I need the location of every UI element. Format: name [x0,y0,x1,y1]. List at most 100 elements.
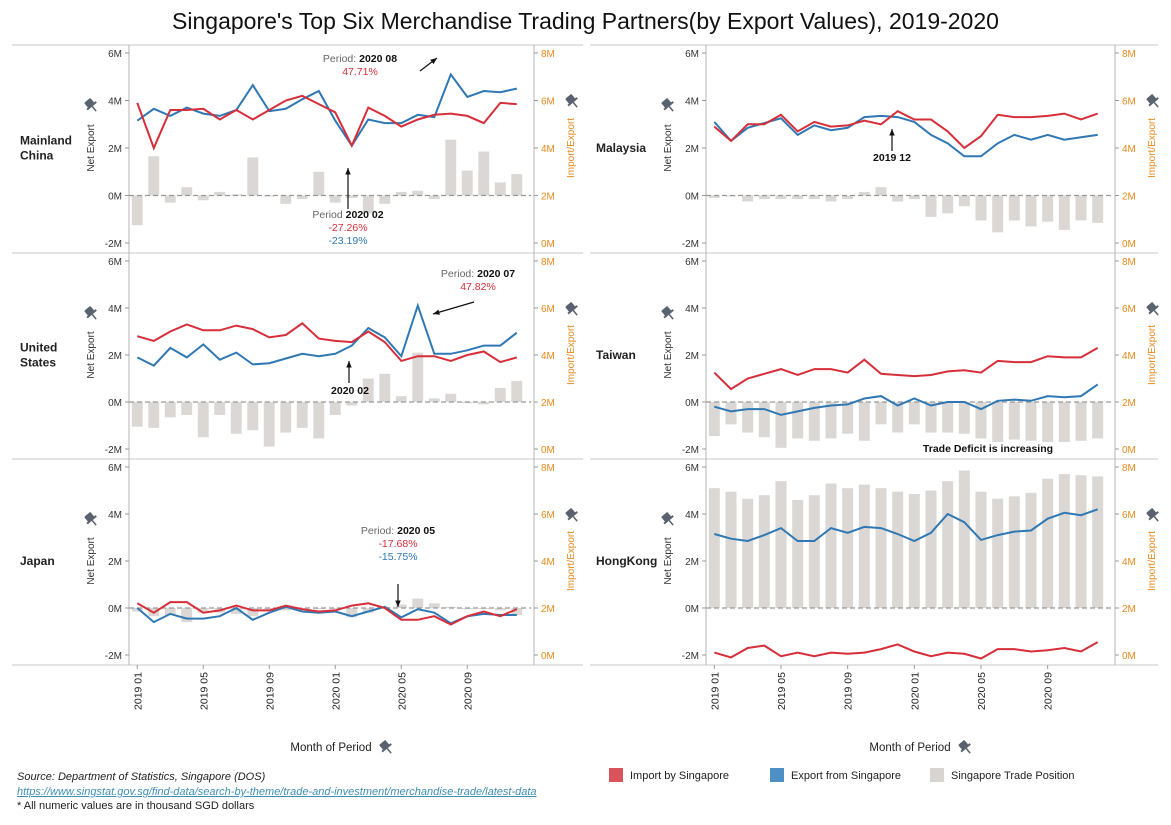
net-bar-7 [808,402,820,441]
net-bar-5 [775,195,787,200]
net-bar-10 [858,484,870,608]
net-bar-3 [164,195,176,203]
net-bar-20 [1025,492,1037,608]
left-tick-label: 0M [108,192,122,203]
export-line [136,72,518,148]
export-line [714,383,1099,416]
net-bar-22 [478,402,490,405]
left-axis-pin-icon[interactable] [83,305,101,323]
right-tick-label: 2M [1122,604,1136,615]
net-bar-1 [131,195,143,226]
x-axis-pin-icon[interactable] [957,739,975,757]
net-bar-5 [775,481,787,608]
right-axis-pin-icon[interactable] [1145,507,1163,525]
left-tick-label: 2M [108,144,122,155]
right-tick-label: 4M [541,144,555,155]
net-bar-21 [1042,478,1054,608]
right-tick-label: 0M [1122,651,1136,662]
annotation-value: -27.26% [328,222,367,234]
net-bar-9 [842,402,854,434]
panel-label: States [20,356,56,370]
net-bar-13 [908,195,920,200]
net-bar-17 [395,191,407,196]
left-axis-pin-icon[interactable] [660,97,678,115]
left-axis-title: Net Export [86,331,97,378]
annotation-value: 47.71% [342,66,378,78]
left-tick-label: 4M [108,304,122,315]
net-bar-17 [975,402,987,439]
net-bar-22 [1058,195,1070,230]
right-tick-label: 0M [1122,239,1136,250]
net-bar-6 [792,499,804,608]
net-bar-22 [1058,474,1070,608]
annotation-period: Period: 2020 07 [441,268,515,280]
right-tick-label: 4M [1122,351,1136,362]
net-bar-19 [1008,496,1020,608]
left-tick-label: 0M [685,192,699,203]
left-tick-label: -2M [682,445,699,456]
net-bar-1 [131,608,143,612]
net-bar-17 [975,195,987,221]
source-link[interactable]: https://www.singstat.gov.sg/find-data/se… [17,786,537,798]
net-bar-11 [296,195,308,200]
right-axis-pin-icon[interactable] [564,301,582,319]
legend-item-export: Export from Singapore [770,768,901,782]
right-tick-label: 2M [541,604,555,615]
net-bar-4 [181,608,193,623]
net-bar-5 [775,402,787,448]
left-tick-label: 6M [108,257,122,268]
net-bar-6 [214,402,226,415]
left-tick-label: 4M [685,510,699,521]
net-bar-11 [875,488,887,608]
x-axis-pin-icon[interactable] [378,739,396,757]
net-bar-3 [742,195,754,202]
net-bar-12 [313,402,325,439]
left-axis-pin-icon[interactable] [83,511,101,529]
net-bar-14 [346,195,358,198]
net-bar-18 [992,402,1004,442]
legend-item-trade-position: Singapore Trade Position [930,768,1075,782]
right-tick-label: 6M [541,97,555,108]
annotation-period: Period: 2020 08 [323,53,397,65]
right-tick-label: 4M [1122,144,1136,155]
right-axis-title: Import/Export [1147,531,1158,591]
net-bar-12 [892,402,904,433]
legend-swatch-export [770,768,784,782]
net-bar-20 [445,393,457,402]
net-bar-15 [362,608,374,613]
net-bar-5 [197,195,209,201]
net-bar-10 [280,402,292,433]
right-tick-label: 0M [541,651,555,662]
right-axis-pin-icon[interactable] [1145,301,1163,319]
left-tick-label: -2M [682,651,699,662]
right-axis-pin-icon[interactable] [564,93,582,111]
left-axis-title: Net Export [86,124,97,171]
net-bar-23 [494,182,506,196]
right-axis-pin-icon[interactable] [1145,93,1163,111]
export-line [714,508,1099,543]
annotation-period: 2019 12 [873,152,911,164]
net-bar-20 [1025,402,1037,441]
left-axis-pin-icon[interactable] [660,305,678,323]
chart-title: Singapore's Top Six Merchandise Trading … [172,8,999,34]
net-bar-21 [1042,402,1054,442]
net-bar-16 [958,195,970,207]
net-bar-8 [825,402,837,439]
left-tick-label: 6M [685,257,699,268]
net-bar-8 [825,483,837,608]
net-bar-19 [428,603,440,608]
left-tick-label: 4M [108,97,122,108]
left-tick-label: -2M [105,445,122,456]
left-axis-pin-icon[interactable] [83,97,101,115]
left-tick-label: 4M [685,304,699,315]
net-bar-11 [875,187,887,196]
left-axis-pin-icon[interactable] [660,511,678,529]
net-bar-22 [478,151,490,196]
net-bar-11 [875,402,887,425]
right-tick-label: 2M [1122,192,1136,203]
right-axis-pin-icon[interactable] [564,507,582,525]
annotation-value: -15.75% [378,551,417,563]
net-bar-4 [758,495,770,608]
net-bar-18 [992,498,1004,608]
net-bar-7 [230,608,242,614]
